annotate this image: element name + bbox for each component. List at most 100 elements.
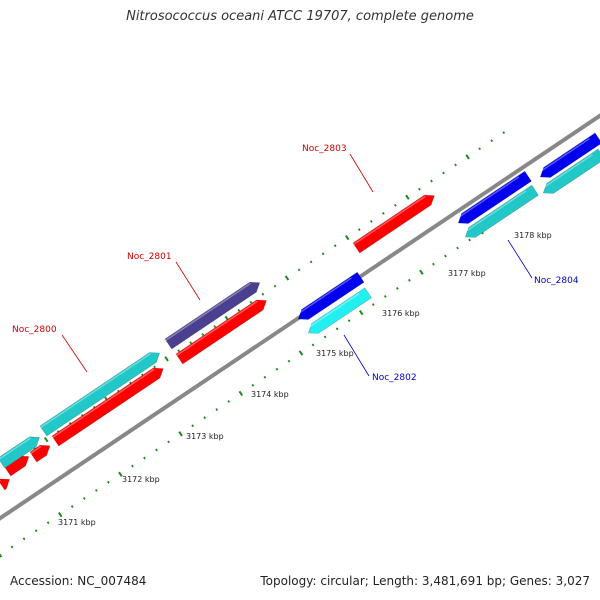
gene-label-noc-2803[interactable]: Noc_2803 [302,144,347,154]
outer-track-tick [273,284,277,288]
inner-track-tick [395,286,399,290]
inner-track-tick [227,400,231,403]
inner-track-tick [118,471,123,477]
inner-track-tick [444,254,447,258]
feature-track [0,132,600,491]
inner-track-tick [143,456,146,460]
inner-track-tick [203,416,207,420]
outer-track-tick [381,211,385,215]
inner-track-tick [34,529,38,533]
inner-tick-track [0,206,520,558]
inner-track-tick [263,375,267,379]
inner-track-tick [238,390,244,397]
callout-line-noc-2801 [175,261,201,301]
gene-arrow-noc-2804-highlight [455,176,520,220]
gene-arrow-noc-2803[interactable] [352,194,435,254]
gene-arrow-left-small-1[interactable] [0,478,11,491]
inner-track-tick [46,521,50,525]
gene-arrow-noc-2802[interactable] [297,271,365,320]
inner-track-tick [22,537,26,541]
callout-line-noc-2802 [343,334,370,377]
inner-track-tick [468,238,471,242]
cds-block-left-1[interactable] [0,436,40,469]
outer-track-tick [418,187,421,191]
scale-label-3178: 3178 kbp [514,231,552,240]
outer-track-tick [309,260,313,264]
outer-track-tick [344,234,350,241]
outer-track-tick [490,139,494,143]
outer-track-tick [369,220,373,223]
inner-track-tick [323,335,327,339]
scale-label-3176: 3176 kbp [382,309,420,318]
outer-track-tick [261,292,265,296]
cds-block-right-highlight [540,154,593,190]
cds-block-noc-2804-highlight [462,190,527,234]
inner-track-tick [335,327,339,331]
outer-track-tick [297,268,301,272]
inner-track-tick [358,309,364,316]
cds-block-noc-2802[interactable] [307,287,372,334]
gene-arrow-noc-2802-highlight [295,277,352,316]
inner-track-tick [419,269,424,275]
outer-track-tick [394,203,397,207]
outer-track-tick [237,308,241,312]
inner-track-tick [215,408,219,411]
outer-track-tick [405,194,410,200]
callout-line-noc-2803 [349,153,374,193]
scale-label-3171: 3171 kbp [58,518,96,527]
gene-arrow-noc-2801[interactable] [164,281,261,350]
cds-block-noc-2802-highlight [305,292,360,330]
outer-track-tick [321,252,325,256]
gene-arrow-noc-2803-highlight [353,195,426,245]
gene-arrow-noc-2800[interactable] [51,367,164,447]
outer-track-tick [164,356,169,362]
inner-track-tick [251,383,255,387]
inner-track-tick [57,511,63,518]
page-title: Nitrosococcus oceani ATCC 19707, complet… [126,9,474,24]
gene-label-noc-2801[interactable]: Noc_2801 [127,252,172,262]
inner-track-tick [107,480,110,484]
cds-block-noc-2800[interactable] [39,352,161,437]
scale-label-3173: 3173 kbp [186,432,224,441]
inner-track-tick [347,319,351,323]
outer-track-tick [502,131,506,135]
outer-track-tick [454,163,457,167]
cds-block-noc-2800-highlight [40,353,151,428]
genome-summary-label: Topology: circular; Length: 3,481,691 bp… [260,574,590,588]
outer-track-tick [478,147,482,151]
gene-arrow-noc-2804[interactable] [457,170,532,224]
gene-label-noc-2802[interactable]: Noc_2802 [372,373,417,383]
inner-track-tick [70,505,74,508]
inner-track-tick [456,246,459,250]
inner-track-tick [287,359,291,363]
outer-track-tick [430,179,433,183]
accession-label: Accession: NC_007484 [10,574,147,588]
scale-label-3177: 3177 kbp [448,269,486,278]
outer-track-tick [442,171,445,175]
outer-track-tick [153,365,156,369]
outer-track-tick [465,154,470,160]
gene-arrow-noc-2800-highlight [52,368,155,438]
cds-block-right[interactable] [542,148,600,194]
gene-arrow-noc-2800b[interactable] [175,299,267,365]
inner-track-tick [0,553,3,558]
cds-block-noc-2804[interactable] [464,184,539,238]
callout-line-noc-2800 [61,334,88,373]
inner-track-tick [275,367,279,371]
inner-track-tick [371,303,375,306]
gene-label-noc-2804[interactable]: Noc_2804 [534,276,579,286]
outer-track-tick [213,325,217,328]
inner-track-tick [383,295,387,298]
inner-track-tick [155,448,158,452]
inner-track-tick [167,440,170,444]
callout-line-noc-2804 [507,239,533,279]
inner-track-tick [178,431,183,437]
outer-track-tick [357,228,361,231]
inner-track-tick [432,262,435,266]
gene-arrow-noc-2801-highlight [165,282,251,341]
scale-label-3175: 3175 kbp [316,349,354,358]
gene-arrow-right[interactable] [539,132,600,178]
gene-label-noc-2800[interactable]: Noc_2800 [12,325,57,335]
gene-arrow-left-small-3[interactable] [29,444,51,463]
